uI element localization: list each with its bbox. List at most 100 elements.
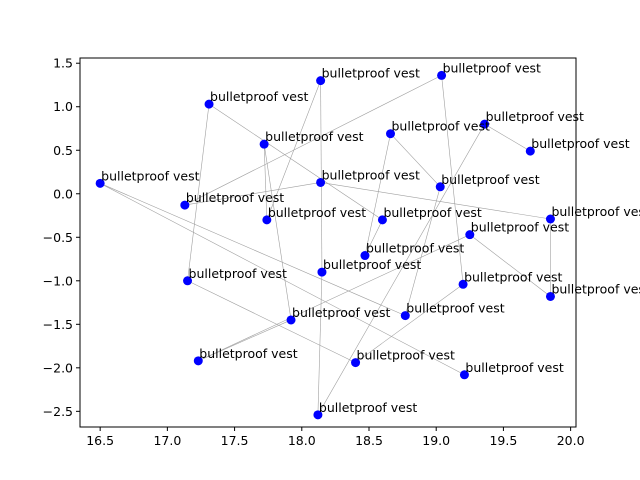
connector-line <box>184 75 442 206</box>
x-tick-label: 17.5 <box>221 433 249 448</box>
point-label: bulletproof vest <box>323 257 421 272</box>
data-point <box>525 146 535 156</box>
data-point <box>351 358 361 368</box>
data-point <box>400 311 410 321</box>
data-point <box>313 410 323 420</box>
y-tick-label: −1.5 <box>43 317 73 332</box>
data-point <box>545 291 555 301</box>
point-label: bulletproof vest <box>383 205 481 220</box>
connector-line <box>469 234 551 297</box>
point-label: bulletproof vest <box>268 205 366 220</box>
connector-line <box>198 234 470 362</box>
data-point <box>286 315 296 325</box>
connector-line <box>187 280 356 363</box>
data-point <box>458 279 468 289</box>
x-tick-label: 16.5 <box>86 433 114 448</box>
connector-lines <box>100 75 551 415</box>
data-point <box>316 177 326 187</box>
plot-area <box>80 58 576 427</box>
connector-line <box>405 186 441 316</box>
point-label: bulletproof vest <box>392 119 490 134</box>
point-label: bulletproof vest <box>443 60 541 75</box>
y-tick-label: −2.0 <box>43 360 73 375</box>
y-tick-label: 1.0 <box>53 99 73 114</box>
axes-frame <box>79 57 577 428</box>
data-point <box>204 99 214 109</box>
y-tick-label: −2.5 <box>43 404 73 419</box>
x-tick-label: 18.0 <box>288 433 316 448</box>
y-tick-label: 0.0 <box>53 186 73 201</box>
point-label: bulletproof vest <box>471 220 569 235</box>
x-tick-label: 19.0 <box>422 433 450 448</box>
point-label: bulletproof vest <box>210 89 308 104</box>
point-label: bulletproof vest <box>265 129 363 144</box>
data-point <box>360 251 370 261</box>
connector-line <box>100 183 406 316</box>
y-tick-label: −0.5 <box>43 230 73 245</box>
connector-line <box>208 103 383 221</box>
y-axis: −2.5 −2.0 −1.5 −1.0 −0.5 0.0 0.5 1.0 1.5 <box>43 56 80 419</box>
connector-line <box>364 219 383 256</box>
x-tick-label: 19.5 <box>489 433 517 448</box>
connector-line <box>266 80 321 220</box>
data-point <box>183 276 193 286</box>
y-tick-label: 0.5 <box>53 143 73 158</box>
point-label: bulletproof vest <box>189 266 287 281</box>
x-tick-label: 20.0 <box>557 433 585 448</box>
point-label: bulletproof vest <box>322 167 420 182</box>
y-tick-label: −1.0 <box>43 273 73 288</box>
data-point <box>386 129 396 139</box>
point-label: bulletproof vest <box>319 400 417 415</box>
connector-line <box>263 144 268 220</box>
x-tick-label: 18.5 <box>355 433 383 448</box>
connector-line <box>198 319 292 362</box>
data-point <box>316 76 326 86</box>
data-point <box>465 230 475 240</box>
connector-line <box>320 80 323 273</box>
connector-line <box>390 133 441 188</box>
data-point <box>459 370 469 380</box>
point-label: bulletproof vest <box>357 348 455 363</box>
data-point <box>480 119 490 129</box>
point-label: bulletproof vest <box>199 346 297 361</box>
data-point <box>435 182 445 192</box>
data-point <box>95 178 105 188</box>
connector-line <box>317 272 323 415</box>
x-axis: 16.5 17.0 17.5 18.0 18.5 19.0 19.5 20.0 <box>86 427 585 448</box>
point-label: bulletproof vest <box>551 204 640 219</box>
point-label: bulletproof vest <box>406 301 504 316</box>
point-label: bulletproof vest <box>366 241 464 256</box>
data-points <box>95 70 555 420</box>
connector-line <box>317 123 485 415</box>
point-label: bulletproof vest <box>464 269 562 284</box>
data-point <box>377 215 387 225</box>
point-label: bulletproof vest <box>551 281 640 296</box>
point-label: bulletproof vest <box>531 136 629 151</box>
data-point <box>193 356 203 366</box>
connector-line <box>184 182 321 206</box>
point-label: bulletproof vest <box>486 109 584 124</box>
y-tick-label: 1.5 <box>53 56 73 71</box>
x-tick-label: 17.0 <box>153 433 181 448</box>
connector-line <box>364 133 391 256</box>
data-point <box>317 267 327 277</box>
connector-line <box>100 183 465 376</box>
connector-line <box>187 104 210 281</box>
point-label: bulletproof vest <box>101 168 199 183</box>
data-point <box>259 139 269 149</box>
point-label: bulletproof vest <box>292 305 390 320</box>
connector-line <box>484 123 531 152</box>
connector-line <box>355 284 464 363</box>
connector-line <box>263 144 292 321</box>
data-point <box>545 214 555 224</box>
point-label: bulletproof vest <box>186 190 284 205</box>
data-point <box>180 200 190 210</box>
data-point <box>262 215 272 225</box>
point-label: bulletproof vest <box>322 66 420 81</box>
point-label: bulletproof vest <box>441 172 539 187</box>
connector-line <box>320 182 551 220</box>
data-point <box>437 70 447 80</box>
point-label: bulletproof vest <box>465 360 563 375</box>
